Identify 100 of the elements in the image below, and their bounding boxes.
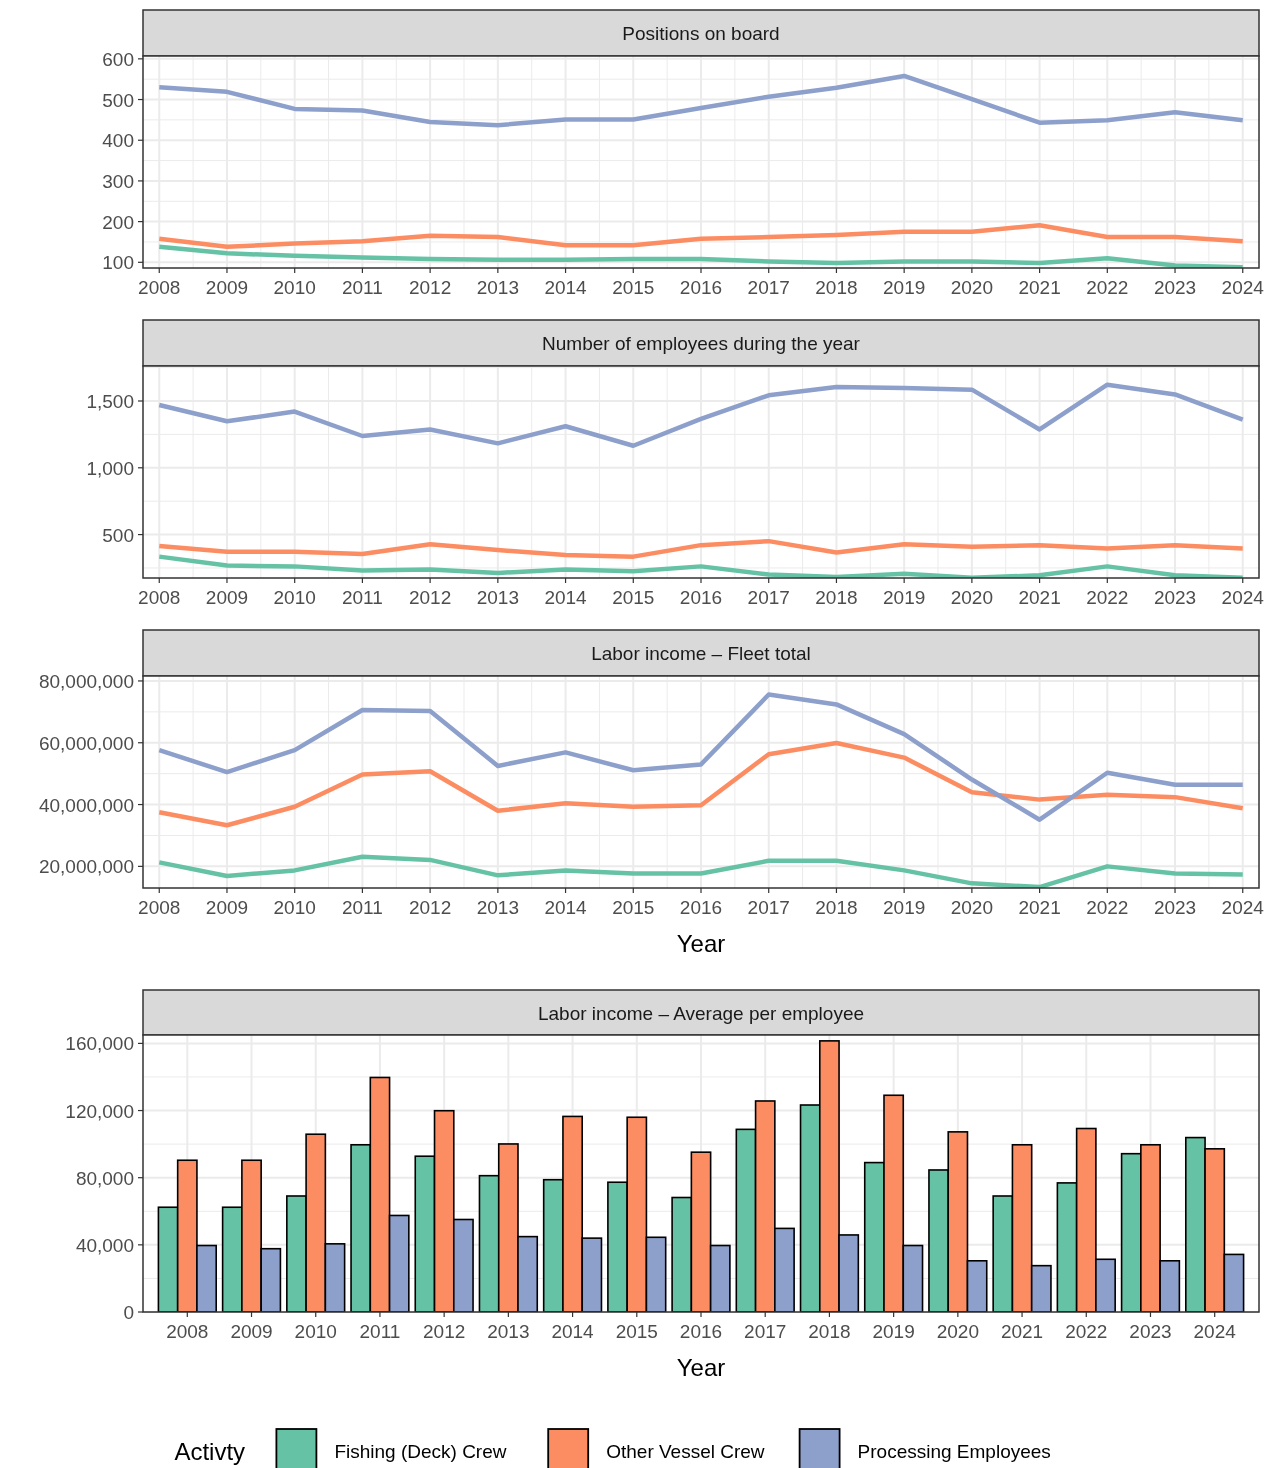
x-tick-label: 2024	[1221, 587, 1265, 608]
chart-title: Labor income – Fleet total	[591, 643, 811, 664]
line-series	[157, 854, 1245, 888]
x-tick-label: 2008	[138, 897, 181, 918]
y-tick-label: 40,000	[75, 1234, 134, 1256]
x-tick-label: 2016	[679, 277, 723, 298]
x-tick-label: 2023	[1153, 897, 1197, 918]
x-tick-label: 2011	[359, 1321, 401, 1342]
x-tick-label: 2015	[612, 587, 655, 608]
line-series	[157, 73, 1245, 128]
x-tick-label: 2014	[544, 277, 588, 298]
x-tick-label: 2009	[205, 897, 249, 918]
x-tick-label: 2014	[551, 1321, 595, 1342]
x-tick-label: 2009	[230, 1321, 273, 1342]
x-tick-label: 2022	[1086, 587, 1129, 608]
x-tick-label: 2016	[679, 897, 723, 918]
y-tick-label: 600	[102, 48, 134, 70]
line-series	[157, 382, 1245, 448]
x-tick-label: 2014	[544, 587, 588, 608]
x-tick-label: 2013	[487, 1321, 530, 1342]
x-tick-label: 2024	[1221, 897, 1265, 918]
x-tick-label: 2023	[1129, 1321, 1172, 1342]
x-tick-label: 2019	[883, 277, 926, 298]
line-series	[157, 740, 1245, 828]
y-tick-label: 80,000,000	[38, 670, 134, 692]
line-series	[157, 554, 1245, 578]
x-tick-label: 2017	[747, 277, 790, 298]
y-tick-label: 500	[102, 524, 134, 546]
x-tick-label: 2022	[1086, 897, 1129, 918]
x-tick-label: 2018	[815, 277, 858, 298]
line-series	[157, 538, 1245, 559]
x-tick-label: 2021	[1000, 1321, 1044, 1342]
x-axis-title: Year	[676, 930, 726, 957]
legend-label: Other Vessel Crew	[606, 1441, 765, 1462]
x-tick-label: 2010	[273, 897, 316, 918]
x-tick-label: 2014	[544, 897, 588, 918]
y-tick-label: 1,500	[86, 391, 134, 412]
line-series	[157, 244, 1245, 268]
x-tick-label: 2010	[273, 587, 316, 608]
y-tick-label: 400	[102, 130, 134, 152]
x-tick-label: 2008	[166, 1321, 209, 1342]
x-tick-label: 2017	[744, 1321, 787, 1342]
y-tick-label: 200	[102, 211, 134, 233]
x-tick-label: 2022	[1086, 277, 1129, 298]
x-tick-label: 2017	[747, 897, 790, 918]
x-tick-label: 2021	[1018, 897, 1061, 918]
x-tick-label: 2008	[138, 277, 181, 298]
x-tick-label: 2010	[273, 277, 316, 298]
x-axis-title: Year	[676, 1354, 726, 1381]
x-tick-label: 2023	[1153, 277, 1197, 298]
y-tick-label: 160,000	[65, 1033, 134, 1055]
y-tick-label: 120,000	[65, 1100, 134, 1122]
chart-title: Labor income – Average per employee	[537, 1002, 865, 1024]
y-tick-label: 60,000,000	[38, 732, 134, 754]
x-tick-label: 2019	[872, 1321, 915, 1342]
x-tick-label: 2023	[1153, 587, 1197, 608]
chart-title: Number of employees during the year	[542, 333, 861, 354]
x-tick-label: 2024	[1221, 277, 1265, 298]
x-tick-label: 2012	[408, 897, 452, 918]
legend-title: Activty	[174, 1438, 246, 1465]
x-tick-label: 2015	[615, 1321, 658, 1342]
x-tick-label: 2020	[936, 1321, 979, 1342]
chart-title: Positions on board	[622, 23, 780, 44]
x-tick-label: 2011	[341, 897, 383, 918]
x-tick-label: 2021	[1018, 587, 1061, 608]
x-tick-label: 2017	[747, 587, 790, 608]
x-tick-label: 2011	[341, 587, 383, 608]
x-tick-label: 2020	[950, 897, 994, 918]
line-series	[157, 223, 1245, 250]
x-tick-label: 2012	[408, 277, 452, 298]
x-tick-label: 2011	[341, 277, 383, 298]
legend-label: Processing Employees	[857, 1441, 1051, 1462]
line-series	[157, 692, 1245, 822]
y-tick-label: 1,000	[86, 457, 134, 479]
x-tick-label: 2022	[1065, 1321, 1108, 1342]
y-tick-label: 500	[102, 89, 134, 111]
x-tick-label: 2024	[1193, 1321, 1237, 1342]
x-tick-label: 2008	[138, 587, 181, 608]
x-tick-label: 2010	[294, 1321, 337, 1342]
x-tick-label: 2018	[808, 1321, 851, 1342]
y-tick-label: 40,000,000	[38, 794, 134, 816]
x-tick-label: 2021	[1018, 277, 1061, 298]
x-tick-label: 2019	[883, 897, 926, 918]
x-tick-label: 2013	[476, 277, 519, 298]
y-tick-label: 80,000	[75, 1167, 134, 1189]
x-tick-label: 2013	[476, 897, 519, 918]
y-tick-label: 100	[102, 252, 134, 274]
x-tick-label: 2016	[679, 1321, 723, 1342]
x-tick-label: 2012	[423, 1321, 466, 1342]
y-tick-label: 300	[102, 170, 134, 192]
x-tick-label: 2019	[883, 587, 926, 608]
legend-label: Fishing (Deck) Crew	[334, 1441, 507, 1462]
x-tick-label: 2012	[408, 587, 452, 608]
x-tick-label: 2013	[476, 587, 519, 608]
y-tick-label: 0	[123, 1302, 134, 1323]
x-tick-label: 2020	[950, 587, 994, 608]
x-tick-label: 2009	[205, 587, 249, 608]
x-tick-label: 2020	[950, 277, 994, 298]
x-tick-label: 2015	[612, 277, 655, 298]
x-tick-label: 2016	[679, 587, 723, 608]
